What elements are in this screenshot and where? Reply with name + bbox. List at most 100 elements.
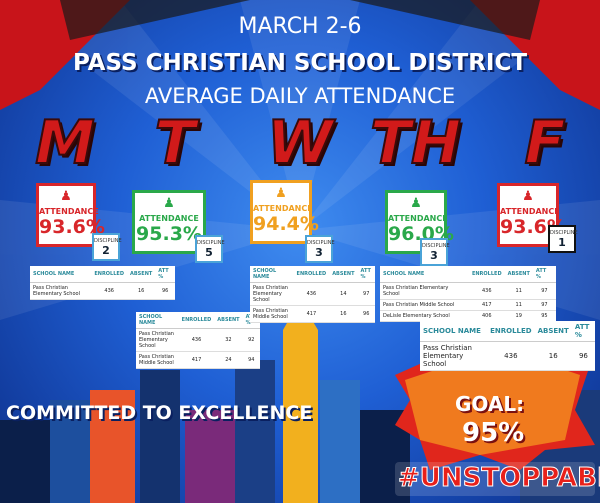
discipline-value: 2 [102, 244, 110, 257]
table-cell: 417 [468, 299, 505, 311]
table-cell: 94 [242, 351, 260, 369]
column-header: ATT % [571, 321, 595, 342]
day-letter: M [34, 107, 96, 179]
discipline-label: DISCIPLINE [197, 240, 225, 246]
attendance-label: ATTENDANCE [388, 214, 448, 223]
table-cell: Pass Christian Elementary School [30, 282, 92, 300]
date: MARCH 2-6 [238, 14, 362, 39]
motto: COMMITTED TO EXCELLENCE [6, 402, 313, 424]
table-cell: 417 [178, 351, 215, 369]
table-cell: 16 [127, 282, 156, 300]
attendance-card: ♟ ATTENDANCE 94.4% [250, 180, 319, 244]
column-header: ABSENT [127, 266, 156, 283]
hashtag: #UNSTOPPABLE [397, 463, 600, 494]
school-row: Pass Christian Elementary School 436 11 97 [380, 282, 556, 300]
discipline-box: DISCIPLINE 3 [420, 238, 450, 266]
attendance-icon: ♟ [163, 196, 175, 211]
table-cell: 96 [357, 305, 375, 323]
column-header: SCHOOL NAME [30, 266, 92, 283]
attendance-card: ♟ ATTENDANCE 93.6% [36, 183, 105, 247]
attendance-icon: ♟ [60, 189, 72, 204]
table-cell: 24 [214, 351, 243, 369]
column-header: ATT % [357, 266, 375, 283]
table-cell: 417 [293, 305, 330, 323]
table-cell: 97 [532, 282, 556, 300]
column-header: ATT % [532, 266, 556, 283]
column-header: SCHOOL NAME [250, 266, 294, 283]
table-cell: 16 [329, 305, 358, 323]
table-cell: 436 [91, 282, 127, 300]
day-letter: TH [369, 107, 462, 179]
table-cell: 95 [532, 310, 556, 322]
table-cell: 436 [293, 282, 330, 306]
attendance-icon: ♟ [410, 196, 422, 211]
attendance-value: 95.3% [136, 223, 202, 245]
column-header: ABSENT [534, 321, 572, 342]
table-cell: Pass Christian Middle School [136, 351, 179, 369]
column-header: SCHOOL NAME [420, 321, 488, 342]
column-header: ABSENT [329, 266, 358, 283]
discipline-value: 1 [558, 236, 566, 249]
attendance-card: ♟ ATTENDANCE 95.3% [132, 190, 206, 254]
goal-label: GOAL: [455, 392, 525, 416]
school-row: Pass Christian Elementary School 436 16 96 [30, 282, 175, 300]
column-header: ABSENT [504, 266, 533, 283]
column-header: SCHOOL NAME [380, 266, 469, 283]
school-row: Pass Christian Middle School 417 24 94 [136, 351, 260, 369]
table-cell: 97 [357, 282, 375, 306]
discipline-box: DISCIPLINE 1 [548, 225, 578, 253]
attendance-icon: ♟ [522, 189, 534, 204]
school-row: Pass Christian Elementary School 436 14 97 [250, 282, 375, 306]
school-row: Pass Christian Middle School 417 16 96 [250, 305, 375, 323]
discipline-box: DISCIPLINE 3 [305, 235, 335, 263]
table-cell: Pass Christian Middle School [250, 305, 294, 323]
table-cell: 436 [487, 341, 535, 371]
discipline-label: DISCIPLINE [422, 243, 450, 249]
subtitle: AVERAGE DAILY ATTENDANCE [144, 84, 456, 108]
column-header: ATT % [155, 266, 175, 283]
table-cell: 436 [468, 282, 505, 300]
table-cell: 436 [178, 328, 215, 352]
discipline-label: DISCIPLINE [550, 230, 578, 236]
table-cell: Pass Christian Elementary School [380, 282, 469, 300]
table-cell: 96 [155, 282, 175, 300]
column-header: SCHOOL NAME [136, 312, 179, 329]
table-cell: 11 [504, 299, 533, 311]
school-row: Pass Christian Elementary School 436 16 96 [420, 341, 595, 371]
column-header: ENROLLED [468, 266, 505, 283]
attendance-label: ATTENDANCE [39, 207, 99, 216]
school-row: DeLisle Elementary School 406 19 95 [380, 310, 556, 322]
column-header: ENROLLED [178, 312, 215, 329]
attendance-icon: ♟ [275, 186, 287, 201]
table-cell: 97 [532, 299, 556, 311]
table-cell: 96 [571, 341, 595, 371]
discipline-box: DISCIPLINE 2 [92, 233, 122, 261]
district: PASS CHRISTIAN SCHOOL DISTRICT [72, 50, 528, 76]
discipline-label: DISCIPLINE [94, 238, 122, 244]
table-cell: Pass Christian Middle School [380, 299, 469, 311]
table-cell: Pass Christian Elementary School [136, 328, 179, 352]
column-header: ABSENT [214, 312, 243, 329]
table-cell: 92 [242, 328, 260, 352]
table-cell: 19 [504, 310, 533, 322]
goal-value: 95% [462, 418, 525, 448]
attendance-label: ATTENDANCE [253, 204, 313, 213]
day-letter: F [524, 107, 567, 179]
column-header: ENROLLED [293, 266, 330, 283]
school-row: Pass Christian Middle School 417 11 97 [380, 299, 556, 311]
discipline-box: DISCIPLINE 5 [195, 235, 225, 263]
table-cell: DeLisle Elementary School [380, 310, 469, 322]
column-header: ENROLLED [487, 321, 535, 342]
table-cell: 11 [504, 282, 533, 300]
school-row: Pass Christian Elementary School 436 32 92 [136, 328, 260, 352]
